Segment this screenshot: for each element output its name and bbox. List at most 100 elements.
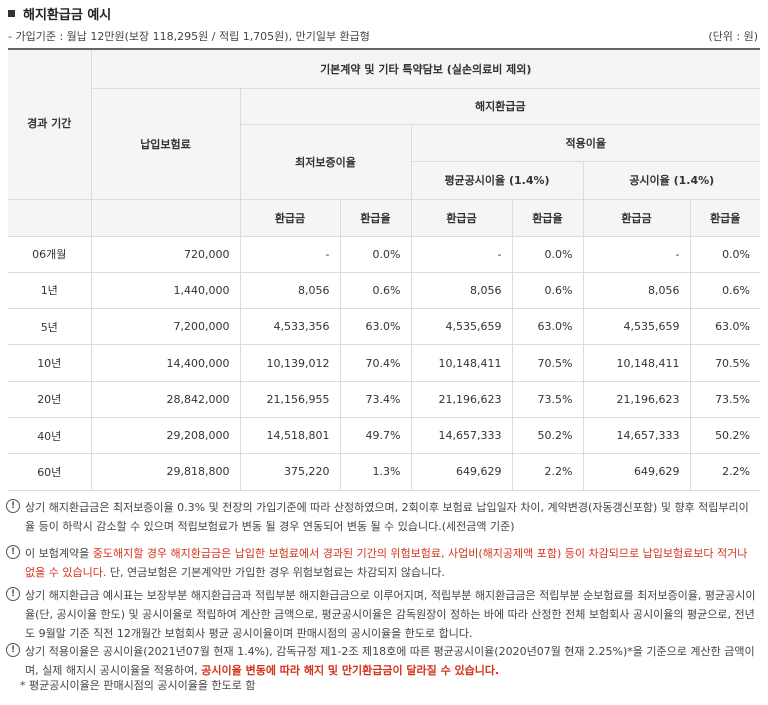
header-period-spacer (8, 199, 91, 237)
cell-min-ratio: 0.6% (339, 272, 411, 310)
cell-pub-ratio: 2.2% (689, 453, 761, 491)
cell-period: 1년 (8, 272, 91, 310)
cell-avg-amount: 21,196,623 (410, 381, 512, 418)
header-avg-amount: 환급금 (410, 199, 512, 237)
table-row: 60년 29,818,800 375,220 1.3% 649,629 2.2%… (8, 453, 761, 491)
header-pub-ratio: 환급율 (689, 199, 761, 237)
note-4-text: 상기 적용이율은 공시이율(2021년07월 현재 1.4%), 감독규정 제1… (25, 642, 758, 680)
header-pub-amount: 환급금 (582, 199, 690, 237)
cell-premium: 14,400,000 (90, 344, 240, 382)
cell-period: 40년 (8, 417, 91, 455)
cell-premium: 29,208,000 (90, 417, 240, 455)
cell-premium: 7,200,000 (90, 308, 240, 346)
cell-min-ratio: 70.4% (339, 344, 411, 382)
cell-avg-amount: - (410, 236, 512, 273)
header-applied-rate: 적용이율 (410, 124, 761, 162)
cell-avg-amount: 649,629 (410, 453, 512, 491)
note-1-text: 상기 해지환급금은 최저보증이율 0.3% 및 전장의 가입기준에 따라 산정하… (25, 501, 749, 533)
square-bullet-icon (8, 9, 15, 17)
cell-avg-ratio: 0.6% (511, 272, 583, 310)
cell-avg-amount: 10,148,411 (410, 344, 512, 382)
cell-pub-amount: - (582, 236, 690, 273)
note-4: ! 상기 적용이율은 공시이율(2021년07월 현재 1.4%), 감독규정 … (6, 642, 758, 680)
header-min-rate: 최저보증이율 (239, 124, 411, 200)
cell-avg-ratio: 63.0% (511, 308, 583, 346)
footnote-star: * 평균공시이율은 판매시점의 공시이율을 한도로 함 (20, 679, 256, 692)
cell-min-amount: 21,156,955 (239, 381, 340, 418)
cell-period: 60년 (8, 453, 91, 491)
cell-premium: 1,440,000 (90, 272, 240, 310)
cell-avg-ratio: 70.5% (511, 344, 583, 382)
table-row: 5년 7,200,000 4,533,356 63.0% 4,535,659 6… (8, 308, 761, 346)
header-period: 경과 기간 (8, 49, 91, 200)
cell-avg-ratio: 0.0% (511, 236, 583, 273)
cell-min-ratio: 73.4% (339, 381, 411, 418)
cell-min-ratio: 0.0% (339, 236, 411, 273)
cell-min-amount: - (239, 236, 340, 273)
cell-pub-ratio: 70.5% (689, 344, 761, 382)
subscription-basis: - 가입기준 : 월납 12만원(보장 118,295원 / 적립 1,705원… (8, 30, 370, 43)
table-row: 10년 14,400,000 10,139,012 70.4% 10,148,4… (8, 344, 761, 382)
header-refund: 해지환급금 (239, 88, 761, 125)
note-4-warning: 공시이율 변동에 따라 해지 및 만기환급금이 달라질 수 있습니다. (201, 664, 500, 677)
note-3: ! 상기 해지환급금 예시표는 보장부분 해지환급금과 적립부분 해지환급금으로… (6, 586, 758, 643)
cell-period: 5년 (8, 308, 91, 346)
note-4-lead: 상기 적용이율은 공시이율(2021년07월 현재 1.4%), 감독규정 제1… (25, 645, 755, 677)
cell-pub-ratio: 0.6% (689, 272, 761, 310)
cell-avg-ratio: 2.2% (511, 453, 583, 491)
cell-min-amount: 10,139,012 (239, 344, 340, 382)
header-min-amount: 환급금 (239, 199, 340, 237)
cell-avg-ratio: 73.5% (511, 381, 583, 418)
cell-period: 06개월 (8, 236, 91, 273)
info-icon: ! (6, 499, 20, 513)
cell-min-amount: 375,220 (239, 453, 340, 491)
cell-min-ratio: 49.7% (339, 417, 411, 455)
note-1: ! 상기 해지환급금은 최저보증이율 0.3% 및 전장의 가입기준에 따라 산… (6, 498, 758, 536)
cell-min-amount: 14,518,801 (239, 417, 340, 455)
cell-pub-amount: 8,056 (582, 272, 690, 310)
section-title-text: 해지환급금 예시 (23, 7, 112, 23)
header-pub-rate: 공시이율 (1.4%) (582, 161, 761, 200)
cell-min-ratio: 1.3% (339, 453, 411, 491)
cell-pub-amount: 649,629 (582, 453, 690, 491)
cell-period: 20년 (8, 381, 91, 418)
cell-avg-ratio: 50.2% (511, 417, 583, 455)
info-icon: ! (6, 643, 20, 657)
header-avg-ratio: 환급율 (511, 199, 583, 237)
table-row: 06개월 720,000 - 0.0% - 0.0% - 0.0% (8, 236, 761, 273)
cell-pub-ratio: 63.0% (689, 308, 761, 346)
unit-label: (단위 : 원) (708, 30, 758, 43)
cell-avg-amount: 8,056 (410, 272, 512, 310)
section-title: 해지환급금 예시 (8, 3, 111, 23)
cell-period: 10년 (8, 344, 91, 382)
cell-avg-amount: 4,535,659 (410, 308, 512, 346)
header-avg-rate: 평균공시이율 (1.4%) (410, 161, 583, 200)
cell-premium: 29,818,800 (90, 453, 240, 491)
cell-pub-ratio: 50.2% (689, 417, 761, 455)
cell-pub-ratio: 73.5% (689, 381, 761, 418)
table-meta: - 가입기준 : 월납 12만원(보장 118,295원 / 적립 1,705원… (8, 28, 758, 44)
cell-pub-ratio: 0.0% (689, 236, 761, 273)
refund-table: 경과 기간 기본계약 및 기타 특약담보 (실손의료비 제외) 납입보험료 해지… (8, 48, 761, 491)
note-2-tail: 단, 연금보험은 기본계약만 가입한 경우 위험보험료는 차감되지 않습니다. (106, 566, 445, 579)
cell-min-amount: 4,533,356 (239, 308, 340, 346)
header-premium: 납입보험료 (90, 88, 240, 200)
note-2: ! 이 보험계약을 중도해지할 경우 해지환급금은 납입한 보험료에서 경과된 … (6, 544, 758, 582)
table-row: 40년 29,208,000 14,518,801 49.7% 14,657,3… (8, 417, 761, 455)
cell-premium: 28,842,000 (90, 381, 240, 418)
table-row: 1년 1,440,000 8,056 0.6% 8,056 0.6% 8,056… (8, 272, 761, 310)
header-group: 기본계약 및 기타 특약담보 (실손의료비 제외) (90, 49, 761, 89)
cell-pub-amount: 10,148,411 (582, 344, 690, 382)
info-icon: ! (6, 545, 20, 559)
cell-avg-amount: 14,657,333 (410, 417, 512, 455)
cell-pub-amount: 21,196,623 (582, 381, 690, 418)
cell-min-ratio: 63.0% (339, 308, 411, 346)
info-icon: ! (6, 587, 20, 601)
header-premium-spacer (90, 199, 240, 237)
note-2-lead: 이 보험계약을 (25, 547, 93, 560)
note-2-text: 이 보험계약을 중도해지할 경우 해지환급금은 납입한 보험료에서 경과된 기간… (25, 544, 758, 582)
note-2-warning: 중도해지할 경우 해지환급금은 납입한 보험료에서 경과된 기간의 위험보험료,… (25, 547, 748, 579)
header-min-ratio: 환급율 (339, 199, 411, 237)
cell-pub-amount: 14,657,333 (582, 417, 690, 455)
